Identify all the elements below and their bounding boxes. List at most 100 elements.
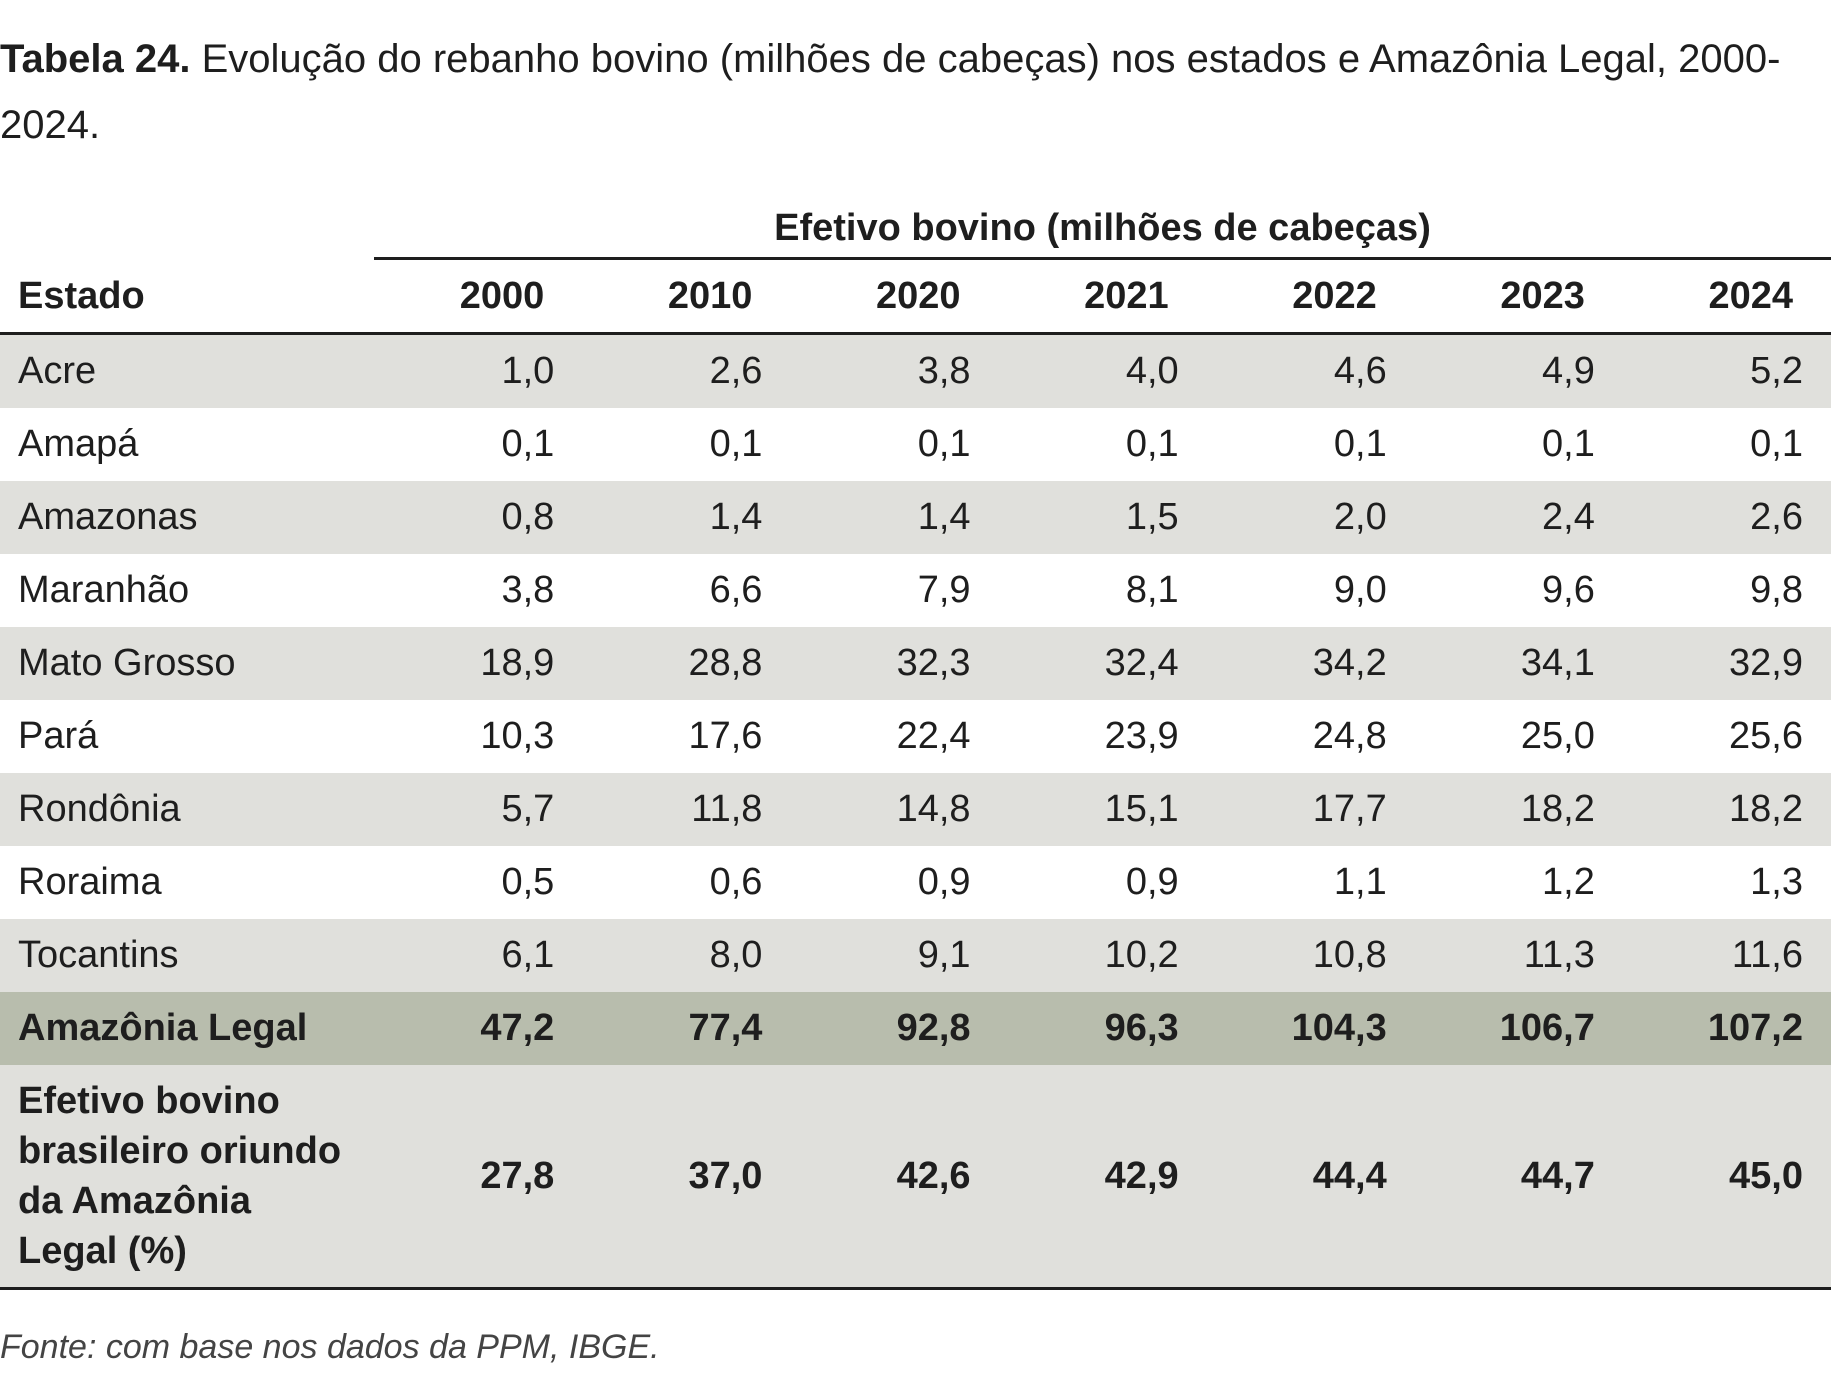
column-header-year: 2023 [1414, 260, 1623, 335]
data-table: Estado 2000 2010 2020 2021 2022 2023 202… [0, 260, 1831, 1290]
total-value-cell: 77,4 [582, 992, 791, 1065]
value-cell: 14,8 [790, 773, 999, 846]
share-value-cell: 37,0 [582, 1065, 791, 1290]
table-body: Acre 1,0 2,6 3,8 4,0 4,6 4,9 5,2 Amapá 0,1 0,1 0,1 0… [0, 333, 1831, 1290]
table-row: Rondônia 5,7 11,8 14,8 15,1 17,7 18,2 18,2 [0, 773, 1831, 846]
caption-text: Evolução do rebanho bovino (milhões de c… [0, 37, 1781, 147]
share-value-cell: 42,9 [998, 1065, 1207, 1290]
value-cell: 25,0 [1520, 715, 1595, 757]
value-cell: 2,4 [1414, 481, 1623, 554]
value-cell: 1,4 [582, 481, 791, 554]
total-value-cell: 106,7 [1414, 992, 1623, 1065]
value-cell: 10,2 [998, 919, 1207, 992]
value-cell: 0,8 [374, 481, 583, 554]
value-cell: 1,0 [374, 333, 583, 408]
value-cell: 25,6 [1729, 715, 1803, 757]
value-cell: 32,9 [1622, 627, 1831, 700]
state-name-cell: Roraima [18, 861, 162, 903]
table-row: Acre 1,0 2,6 3,8 4,0 4,6 4,9 5,2 [0, 333, 1831, 408]
value-cell: 0,5 [501, 861, 555, 903]
value-cell: 6,6 [709, 569, 763, 611]
total-value-cell: 92,8 [790, 992, 999, 1065]
value-cell: 11,3 [1414, 919, 1623, 992]
state-name-cell: Amazonas [0, 481, 375, 554]
value-cell: 6,1 [374, 919, 583, 992]
value-cell: 34,1 [1414, 627, 1623, 700]
value-cell: 28,8 [582, 627, 791, 700]
value-cell: 10,3 [480, 715, 555, 757]
share-row-label-line: Efetivo bovino [18, 1080, 280, 1122]
value-cell: 18,2 [1622, 773, 1831, 846]
value-cell: 0,1 [1333, 423, 1387, 465]
share-value-cell: 45,0 [1622, 1065, 1831, 1290]
value-cell: 8,0 [582, 919, 791, 992]
value-cell: 0,1 [1125, 423, 1179, 465]
table-row: Amapá 0,1 0,1 0,1 0,1 0,1 0,1 0,1 [0, 408, 1831, 481]
share-value-cell: 44,4 [1206, 1065, 1415, 1290]
state-name-cell: Amapá [18, 423, 139, 465]
source-note: Fonte: com base nos dados da PPM, IBGE. [0, 1328, 660, 1366]
value-cell: 1,1 [1333, 861, 1387, 903]
value-cell: 4,0 [998, 333, 1207, 408]
value-cell: 5,2 [1622, 333, 1831, 408]
group-header-rule [374, 257, 1831, 260]
value-cell: 0,1 [501, 423, 555, 465]
value-cell: 0,1 [917, 423, 971, 465]
value-cell: 1,3 [1750, 861, 1803, 903]
value-cell: 18,9 [374, 627, 583, 700]
value-cell: 34,2 [1206, 627, 1415, 700]
value-cell: 0,1 [1750, 423, 1803, 465]
column-header-state: Estado [0, 260, 375, 335]
value-cell: 0,1 [1542, 423, 1595, 465]
column-header-year: 2022 [1206, 260, 1415, 335]
share-row-label-line: Legal (%) [18, 1230, 187, 1272]
value-cell: 7,9 [917, 569, 971, 611]
group-header-title: Efetivo bovino (milhões de cabeças) [774, 207, 1431, 249]
state-name-cell: Tocantins [0, 919, 375, 992]
share-row-label: Efetivo bovino brasileiro oriundo da Amazô… [0, 1065, 375, 1290]
state-name-cell: Rondônia [0, 773, 375, 846]
share-value-cell: 27,8 [374, 1065, 583, 1290]
value-cell: 2,6 [1622, 481, 1831, 554]
total-value-cell: 96,3 [998, 992, 1207, 1065]
table-row: Mato Grosso 18,9 28,8 32,3 32,4 34,2 34,1 32,9 [0, 627, 1831, 700]
value-cell: 23,9 [1104, 715, 1179, 757]
value-cell: 10,8 [1206, 919, 1415, 992]
group-header: Efetivo bovino (milhões de cabeças) [0, 196, 1831, 260]
value-cell: 9,0 [1333, 569, 1387, 611]
value-cell: 17,6 [688, 715, 763, 757]
value-cell: 1,5 [998, 481, 1207, 554]
value-cell: 11,6 [1622, 919, 1831, 992]
total-value-cell: 107,2 [1622, 992, 1831, 1065]
value-cell: 4,6 [1206, 333, 1415, 408]
caption-label: Tabela 24. [0, 37, 191, 81]
value-cell: 18,2 [1414, 773, 1623, 846]
table-row: Pará 10,3 17,6 22,4 23,9 24,8 25,0 25,6 [0, 700, 1831, 773]
value-cell: 32,3 [790, 627, 999, 700]
column-header-year: 2021 [998, 260, 1207, 335]
value-cell: 9,8 [1750, 569, 1803, 611]
table-row: Maranhão 3,8 6,6 7,9 8,1 9,0 9,6 9,8 [0, 554, 1831, 627]
value-cell: 0,1 [709, 423, 763, 465]
share-value-cell: 44,7 [1414, 1065, 1623, 1290]
state-name-cell: Acre [0, 333, 375, 408]
state-name-cell: Maranhão [18, 569, 190, 611]
value-cell: 3,8 [501, 569, 555, 611]
value-cell: 1,4 [790, 481, 999, 554]
value-cell: 32,4 [998, 627, 1207, 700]
table-row: Tocantins 6,1 8,0 9,1 10,2 10,8 11,3 11,6 [0, 919, 1831, 992]
value-cell: 2,6 [582, 333, 791, 408]
value-cell: 5,7 [374, 773, 583, 846]
total-row: Amazônia Legal 47,2 77,4 92,8 96,3 104,3 106,7… [0, 992, 1831, 1065]
value-cell: 0,6 [709, 861, 763, 903]
value-cell: 0,9 [1125, 861, 1179, 903]
table-row: Roraima 0,5 0,6 0,9 0,9 1,1 1,2 1,3 [0, 846, 1831, 919]
value-cell: 0,9 [917, 861, 971, 903]
table-caption: Tabela 24. Evolução do rebanho bovino (m… [0, 26, 1800, 158]
share-value-cell: 42,6 [790, 1065, 999, 1290]
column-header-year: 2020 [790, 260, 999, 335]
total-value-cell: 47,2 [374, 992, 583, 1065]
value-cell: 8,1 [1125, 569, 1179, 611]
share-row: Efetivo bovino brasileiro oriundo da Amazô… [0, 1065, 1831, 1290]
value-cell: 3,8 [790, 333, 999, 408]
